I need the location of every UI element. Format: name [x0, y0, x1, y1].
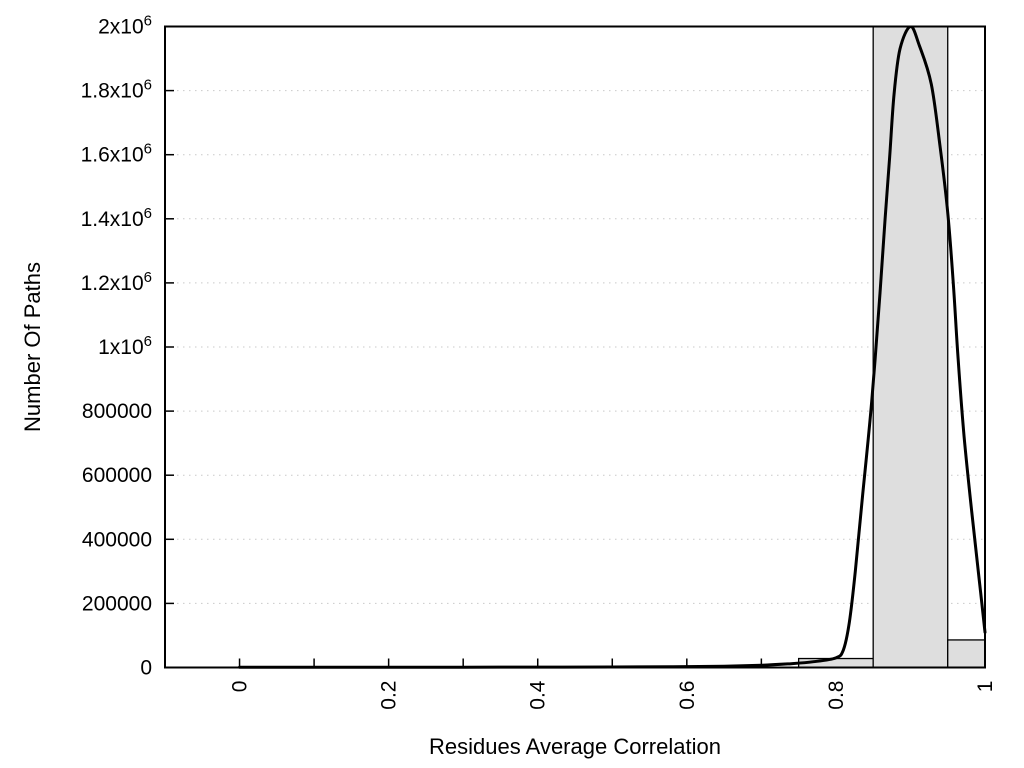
x-tick-label: 0.2	[378, 681, 401, 710]
x-tick-label: 0	[229, 681, 252, 693]
x-tick-label: 0.4	[527, 680, 550, 710]
y-tick-label: 1.2x106	[81, 269, 152, 295]
plot-area: 0 200000 400000 600000 800000 1x106 1.2x106 1.4…	[81, 13, 997, 710]
x-axis-title: Residues Average Correlation	[429, 734, 721, 759]
y-tick-label: 600000	[82, 464, 152, 487]
x-tick-label: 0.8	[825, 681, 848, 710]
y-tick-label: 1.6x106	[81, 141, 152, 167]
fit-curve	[238, 25, 987, 669]
y-tick-label: 800000	[82, 400, 152, 423]
y-tick-label: 200000	[82, 592, 152, 615]
x-tick-label: 1	[974, 681, 997, 693]
y-tick-label: 0	[140, 657, 152, 680]
y-tick-label: 1.4x106	[81, 205, 152, 231]
histogram-bar	[872, 25, 949, 669]
x-tick-label: 0.6	[676, 681, 699, 710]
y-tick-label: 1x106	[98, 333, 152, 359]
y-tick-label: 2x106	[98, 13, 152, 39]
y-axis-title: Number Of Paths	[20, 262, 45, 432]
y-tick-label: 400000	[82, 528, 152, 551]
y-tick-label: 1.8x106	[81, 77, 152, 103]
histogram-bar	[947, 639, 986, 669]
